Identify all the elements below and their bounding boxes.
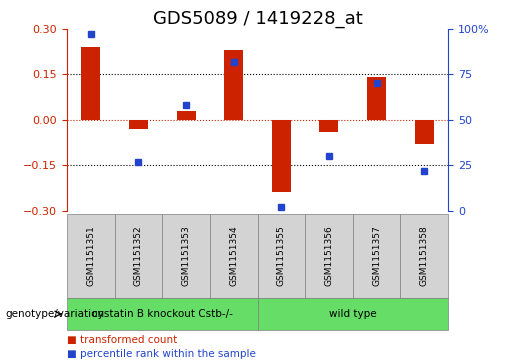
Bar — [114, 214, 162, 298]
Text: ■ transformed count: ■ transformed count — [67, 335, 177, 345]
Text: genotype/variation: genotype/variation — [5, 309, 104, 319]
Text: GSM1151358: GSM1151358 — [420, 225, 428, 286]
Bar — [401, 214, 448, 298]
Bar — [258, 298, 448, 330]
Bar — [129, 120, 148, 129]
Text: GSM1151352: GSM1151352 — [134, 225, 143, 286]
Text: GSM1151354: GSM1151354 — [229, 225, 238, 286]
Text: GSM1151351: GSM1151351 — [87, 225, 95, 286]
Bar — [415, 120, 434, 144]
Bar — [67, 298, 258, 330]
Bar — [305, 214, 353, 298]
Bar — [272, 120, 291, 192]
Bar — [81, 47, 100, 120]
Title: GDS5089 / 1419228_at: GDS5089 / 1419228_at — [152, 10, 363, 28]
Bar — [353, 214, 401, 298]
Text: GSM1151357: GSM1151357 — [372, 225, 381, 286]
Bar — [67, 214, 114, 298]
Text: cystatin B knockout Cstb-/-: cystatin B knockout Cstb-/- — [92, 309, 233, 319]
Text: GSM1151353: GSM1151353 — [182, 225, 191, 286]
Bar — [177, 111, 196, 120]
Bar — [258, 214, 305, 298]
Text: wild type: wild type — [329, 309, 376, 319]
Bar — [319, 120, 338, 132]
Text: ■ percentile rank within the sample: ■ percentile rank within the sample — [67, 349, 256, 359]
Text: GSM1151355: GSM1151355 — [277, 225, 286, 286]
Text: GSM1151356: GSM1151356 — [324, 225, 333, 286]
Bar — [224, 50, 243, 120]
Bar — [210, 214, 258, 298]
Bar — [367, 77, 386, 120]
Bar — [162, 214, 210, 298]
